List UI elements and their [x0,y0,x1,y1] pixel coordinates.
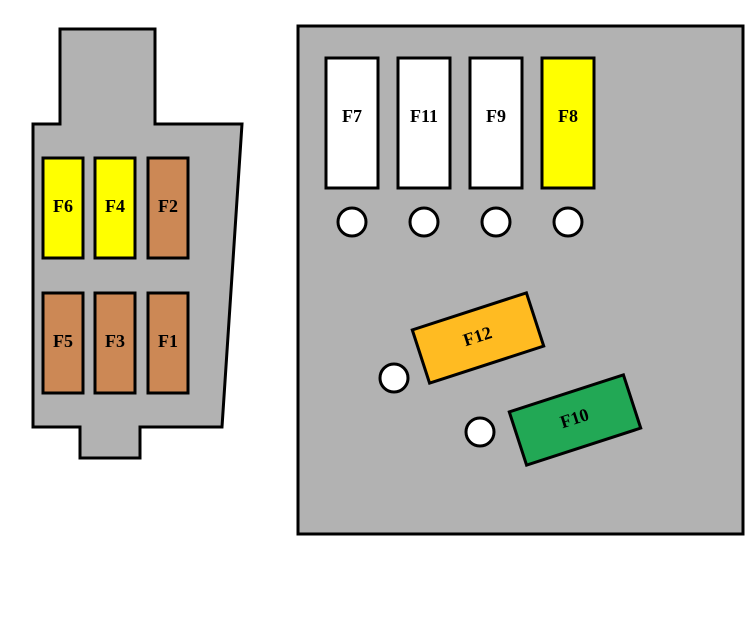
fuse-f8-label: F8 [558,106,578,126]
fuse-f9: F9 [470,58,522,188]
hole-icon [482,208,510,236]
fuse-f6: F6 [43,158,83,258]
right-panel: F7F11F9F8F12F10 [298,26,743,534]
hole-icon [410,208,438,236]
fuse-f4-label: F4 [105,196,125,216]
hole-icon [380,364,408,392]
hole-icon [554,208,582,236]
fuse-f9-label: F9 [486,106,506,126]
left-panel: F6 F4 F2 F5 F3 F1 [33,29,242,458]
fuse-f5-label: F5 [53,331,73,351]
fuse-f11: F11 [398,58,450,188]
fuse-f1-label: F1 [158,331,178,351]
fuse-f2-label: F2 [158,196,178,216]
fuse-f6-label: F6 [53,196,73,216]
fuse-f5: F5 [43,293,83,393]
fuse-f3-label: F3 [105,331,125,351]
fuse-f2: F2 [148,158,188,258]
hole-icon [466,418,494,446]
fuse-f1: F1 [148,293,188,393]
fuse-f7-label: F7 [342,106,362,126]
fuse-f11-label: F11 [410,106,438,126]
fuse-f8: F8 [542,58,594,188]
fuse-f7: F7 [326,58,378,188]
fuse-f4: F4 [95,158,135,258]
hole-icon [338,208,366,236]
fuse-f3: F3 [95,293,135,393]
